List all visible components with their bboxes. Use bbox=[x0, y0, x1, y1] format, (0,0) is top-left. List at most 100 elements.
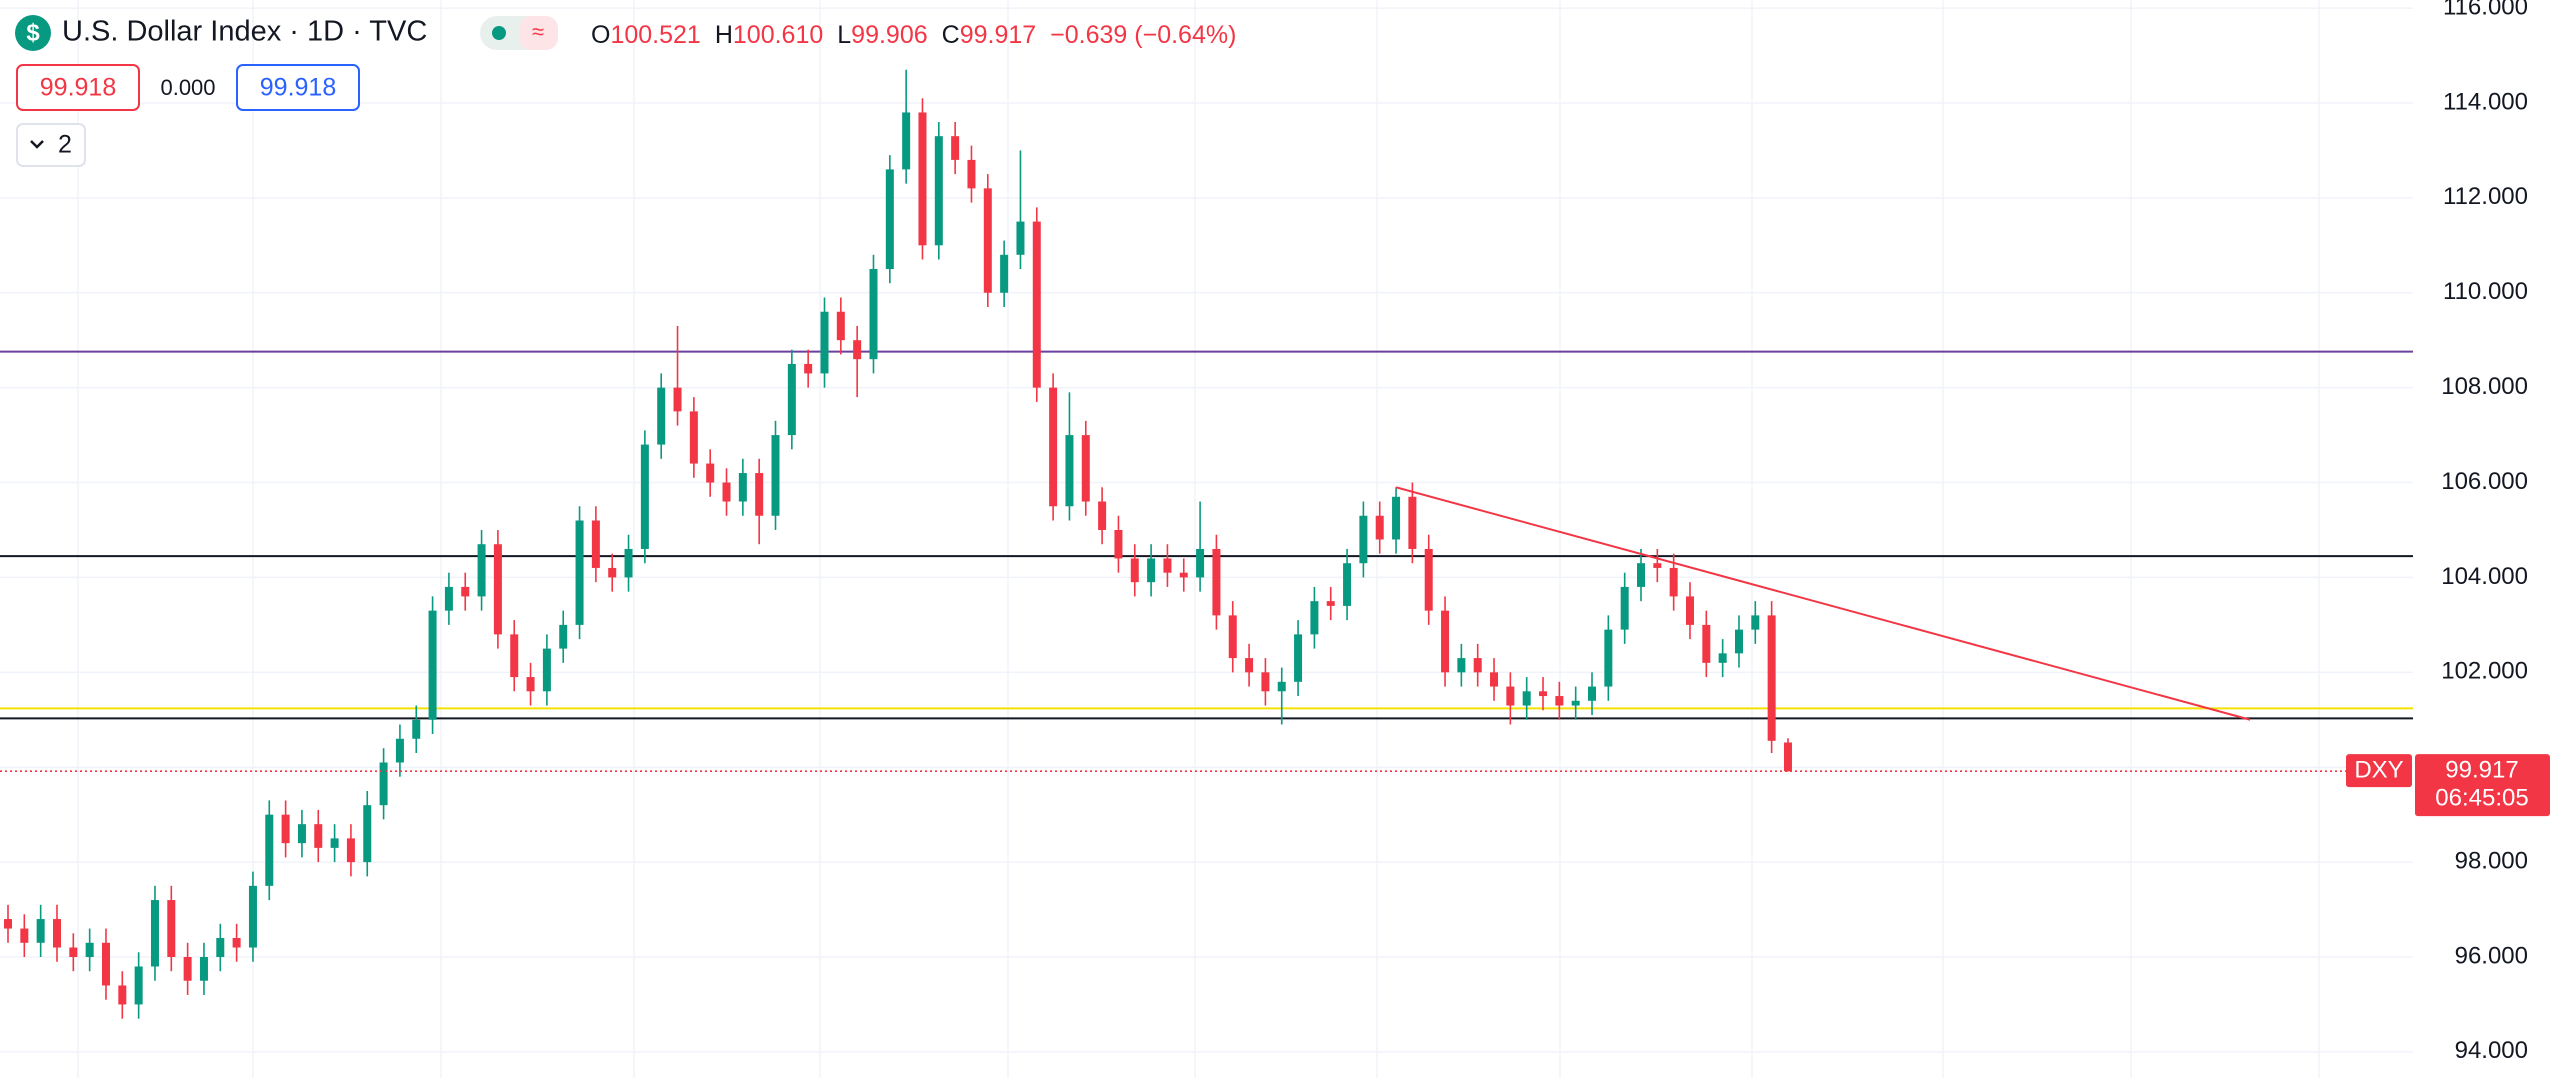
candle-body bbox=[1702, 624, 1711, 663]
candle-body bbox=[1637, 563, 1645, 587]
y-tick-label: 102.000 bbox=[2441, 658, 2528, 685]
candle-body bbox=[1147, 558, 1156, 583]
candle-body bbox=[591, 520, 600, 568]
candle-body bbox=[902, 112, 911, 170]
candle-body bbox=[1000, 254, 1009, 293]
candle-body bbox=[1751, 615, 1760, 630]
candle-body bbox=[1718, 653, 1727, 663]
candle-body bbox=[248, 885, 257, 948]
candle-body bbox=[183, 957, 192, 981]
candle-body bbox=[526, 677, 535, 692]
market-status bbox=[492, 26, 506, 40]
candle-body bbox=[1294, 634, 1303, 682]
candle-body bbox=[983, 188, 992, 293]
indicators-toggle[interactable] bbox=[16, 123, 86, 167]
candle-body bbox=[836, 311, 845, 341]
candle-body bbox=[738, 473, 747, 502]
ohlc-value: 99.917 bbox=[960, 21, 1036, 49]
candle-body bbox=[1620, 586, 1629, 630]
candle-body bbox=[951, 136, 960, 160]
ohlc-value: 99.906 bbox=[851, 21, 927, 49]
buy-price: 99.918 bbox=[260, 74, 336, 102]
candle-body bbox=[608, 567, 617, 578]
candle-body bbox=[820, 311, 829, 374]
candle-body bbox=[673, 387, 682, 412]
candle-body bbox=[1196, 548, 1205, 578]
candle-body bbox=[1767, 615, 1776, 741]
y-tick-label: 104.000 bbox=[2441, 563, 2528, 590]
legend: $ U.S. Dollar Index · 1D · TVC ≈ O100.52… bbox=[15, 15, 1236, 167]
ohlc-legend: O100.521 H100.610 L99.906 C99.917 −0.639 (−0… bbox=[591, 21, 1236, 49]
candle-body bbox=[706, 463, 715, 483]
candle-body bbox=[624, 548, 633, 578]
ohlc-label: C bbox=[942, 21, 960, 49]
buy-button[interactable] bbox=[236, 64, 360, 111]
candle-body bbox=[297, 824, 306, 844]
y-tick-label: 114.000 bbox=[2443, 88, 2528, 115]
sell-button[interactable] bbox=[16, 64, 140, 111]
candle-body bbox=[232, 938, 241, 948]
candle-body bbox=[1441, 610, 1450, 673]
candle-body bbox=[1065, 435, 1074, 507]
chevron bbox=[30, 140, 44, 149]
symbol-logo bbox=[15, 15, 51, 51]
candle-body bbox=[1669, 567, 1678, 597]
status-pill-right[interactable] bbox=[519, 16, 558, 50]
candle-body bbox=[1326, 601, 1335, 606]
candle-body bbox=[167, 900, 176, 958]
y-tick-label: 112.000 bbox=[2443, 183, 2528, 210]
time-grid bbox=[77, 0, 2320, 1078]
price-tag-countdown: 06:45:05 bbox=[2435, 785, 2528, 812]
candle-body bbox=[1228, 615, 1237, 659]
candle-body bbox=[1506, 686, 1515, 706]
candle-body bbox=[52, 919, 61, 948]
candle-body bbox=[444, 586, 453, 611]
candle-body bbox=[395, 738, 404, 763]
candle-body bbox=[1555, 696, 1564, 706]
spread: 0.000 bbox=[160, 75, 215, 100]
candle-body bbox=[1392, 496, 1401, 540]
symbol-tag bbox=[2346, 754, 2412, 788]
candle-body bbox=[1734, 629, 1743, 654]
candle-body bbox=[1522, 691, 1531, 706]
candle-body bbox=[281, 814, 290, 844]
candle-body bbox=[689, 411, 698, 464]
candle-body bbox=[657, 387, 666, 445]
candle-body bbox=[787, 363, 796, 436]
candle-body bbox=[412, 719, 421, 739]
ohlc-label: H bbox=[715, 21, 733, 49]
candle-body bbox=[1685, 596, 1694, 625]
y-tick-label: 116.000 bbox=[2443, 0, 2528, 20]
candle-body bbox=[1571, 700, 1580, 706]
candle-body bbox=[804, 363, 813, 374]
trend-line bbox=[1395, 486, 2251, 721]
overlay: 94.00096.00098.000100.000102.000104.0001… bbox=[2346, 0, 2550, 1064]
candle-body bbox=[461, 586, 470, 597]
ohlc-value: 100.521 bbox=[610, 21, 700, 49]
plot bbox=[0, 7, 2413, 1053]
candle-body bbox=[885, 169, 894, 270]
candle-body bbox=[1473, 658, 1482, 673]
price-tag bbox=[2415, 754, 2550, 817]
logo-glyph: $ bbox=[26, 19, 40, 46]
candle-body bbox=[1457, 658, 1466, 673]
candle-body bbox=[477, 544, 486, 597]
candle-body bbox=[559, 624, 568, 649]
candle-body bbox=[967, 159, 976, 189]
y-tick-label: 94.000 bbox=[2455, 1037, 2528, 1064]
candle-body bbox=[755, 473, 764, 516]
candle-body bbox=[510, 634, 519, 678]
candle-body bbox=[1212, 548, 1221, 616]
symbol-title[interactable]: U.S. Dollar Index · 1D · TVC bbox=[62, 16, 427, 48]
candle-body bbox=[85, 942, 94, 958]
candle-body bbox=[199, 957, 208, 981]
candle-body bbox=[314, 824, 323, 848]
candle-body bbox=[1081, 435, 1090, 502]
candle-body bbox=[493, 544, 502, 635]
candle-body bbox=[36, 919, 45, 943]
candle-body bbox=[853, 340, 862, 360]
candle-body bbox=[1604, 629, 1613, 687]
candle-body bbox=[1163, 558, 1172, 573]
candle-body bbox=[1490, 672, 1499, 687]
